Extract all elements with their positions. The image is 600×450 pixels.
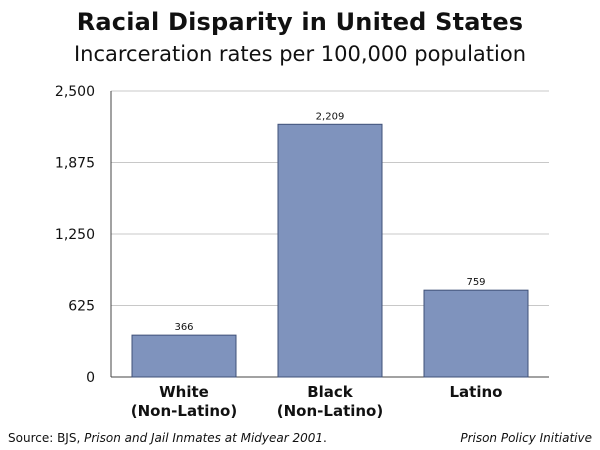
- data-label: 2,209: [316, 111, 345, 122]
- x-tick-label-line: (Non-Latino): [277, 402, 383, 420]
- y-tick-label: 1,250: [55, 227, 95, 243]
- organization-credit: Prison Policy Initiative: [460, 431, 592, 445]
- x-tick-label: Black (Non-Latino): [277, 383, 383, 420]
- source-suffix: .: [323, 431, 327, 445]
- bar: [131, 334, 237, 378]
- chart-title: Racial Disparity in United States: [76, 8, 524, 36]
- data-label: 366: [174, 322, 193, 333]
- y-tick-label: 1,875: [55, 156, 95, 172]
- bar: [423, 289, 529, 378]
- y-tick-label: 0: [86, 370, 95, 386]
- y-tick-label: 625: [68, 299, 95, 315]
- bar: [277, 123, 383, 378]
- source-note: Source: BJS, Prison and Jail Inmates at …: [8, 431, 327, 445]
- source-title: Prison and Jail Inmates at Midyear 2001: [84, 431, 324, 445]
- x-tick-label-line: Latino: [450, 383, 503, 401]
- x-tick-label-line: Black: [307, 383, 354, 401]
- x-tick-label-line: (Non-Latino): [131, 402, 237, 420]
- y-tick-label: 2,500: [55, 84, 95, 100]
- x-tick-label: White (Non-Latino): [131, 383, 237, 420]
- chart-subtitle: Incarceration rates per 100,000 populati…: [73, 42, 527, 66]
- x-tick-label: Latino: [450, 383, 503, 401]
- x-tick-label-line: White: [159, 383, 209, 401]
- source-prefix: Source: BJS,: [8, 431, 85, 445]
- data-label: 759: [466, 277, 485, 288]
